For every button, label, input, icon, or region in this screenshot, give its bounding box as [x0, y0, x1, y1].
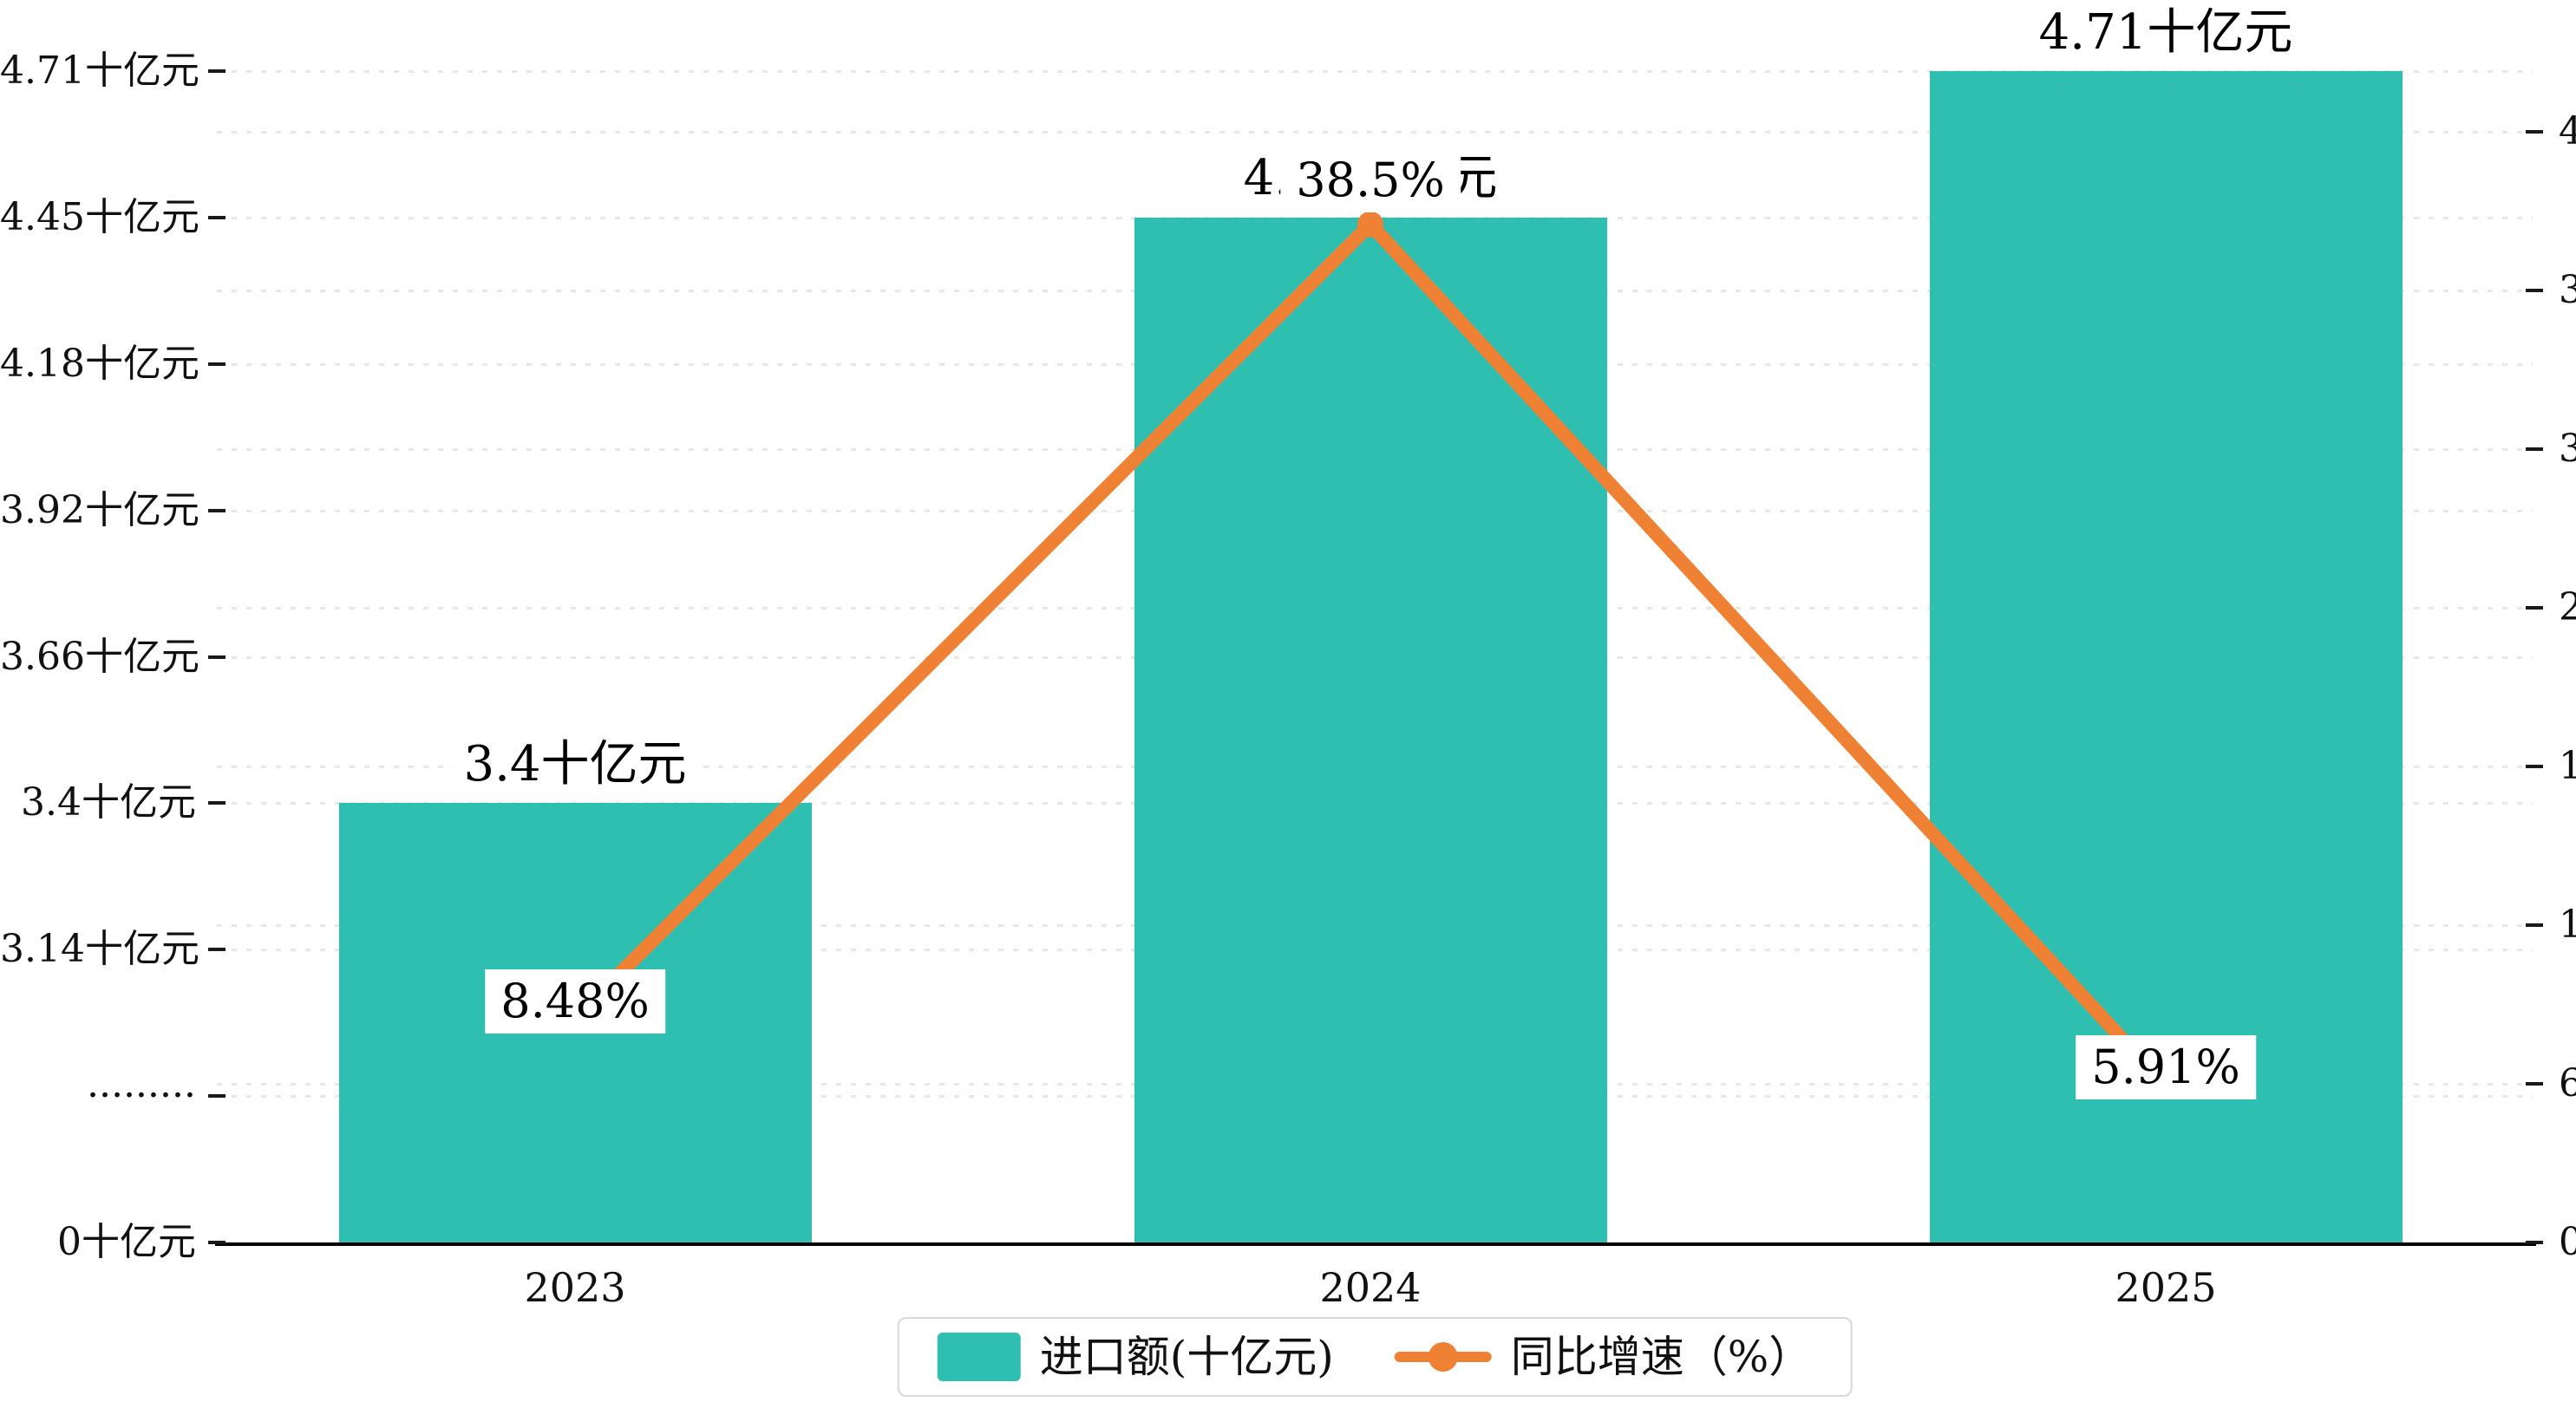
legend: 进口额(十亿元) 同比增速（%）: [897, 1317, 1853, 1397]
line-marker-dot: [1428, 1342, 1458, 1372]
bar-series-swatch-icon: [937, 1333, 1021, 1381]
legend-item-growth: 同比增速（%）: [1394, 1331, 1813, 1383]
growth-line: [568, 217, 2173, 1093]
growth-point-2023: [562, 1005, 588, 1032]
legend-label-imports: 进口额(十亿元): [1039, 1332, 1334, 1382]
legend-label-growth: 同比增速（%）: [1510, 1332, 1813, 1382]
growth-point-2024: [1357, 211, 1383, 238]
growth-point-2025: [2153, 1073, 2179, 1099]
line-series-marker-icon: [1394, 1340, 1492, 1374]
legend-item-imports: 进口额(十亿元): [937, 1331, 1334, 1383]
